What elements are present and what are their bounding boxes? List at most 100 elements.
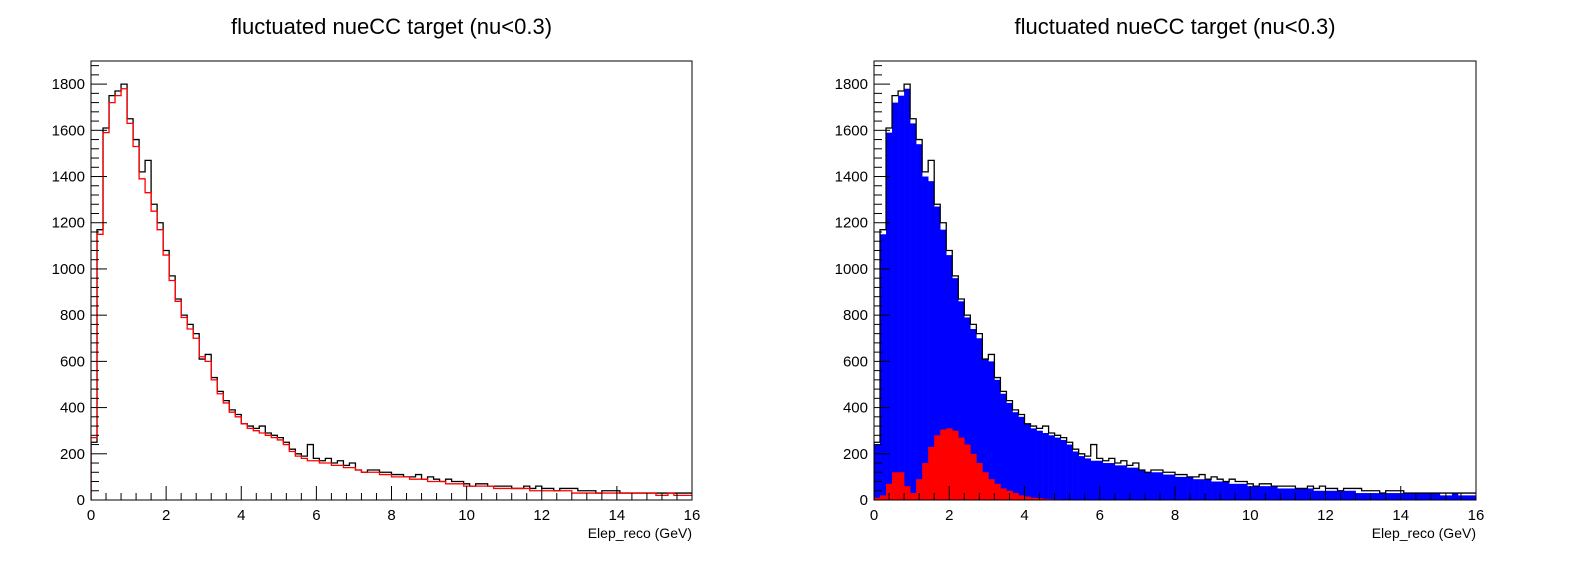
y-tick-label: 1400 [835,169,868,186]
y-tick-label: 200 [843,446,868,463]
histogram-bar [1048,435,1055,500]
y-tick-label: 1800 [52,76,85,93]
histogram-bar [1012,412,1019,500]
histogram-bar [1120,465,1128,500]
step-series-0 [91,83,692,500]
histogram-bar [1084,458,1092,500]
histogram-bar [1217,481,1224,500]
x-tick-label: 4 [1020,507,1028,524]
histogram-bar [916,479,923,500]
histogram-bar [1060,439,1067,500]
histogram-bar [1000,393,1007,500]
histogram-bar [928,446,935,500]
x-tick-label: 2 [945,507,953,524]
histogram-bar [1102,463,1110,500]
histogram-bar [1451,493,1459,500]
histogram-bar [1012,493,1019,500]
step-series-1 [91,88,692,500]
y-axis: 0 200 400 600 800 1000 1200 1400 1600 1800 [52,65,107,509]
y-tick-label: 1200 [52,215,85,232]
histogram-bar [1469,495,1476,500]
histogram-bar [922,463,929,500]
histogram-bar [934,435,941,500]
y-tick-label: 0 [77,492,85,509]
x-tick-label: 14 [609,507,626,524]
x-axis: 0 2 4 6 8 10 12 14 16 [87,486,701,524]
histogram-bar [946,428,953,500]
y-tick-label: 1600 [835,122,868,139]
histogram-bar [880,495,887,500]
plot-area [91,83,692,500]
y-tick-label: 800 [843,307,868,324]
histogram-bar [892,472,899,500]
histogram-bar [994,483,1001,500]
chart-title: fluctuated nueCC target (nu<0.3) [231,14,552,39]
left-chart-panel: fluctuated nueCC target (nu<0.3) 0 2 4 6 8 10 1… [0,0,784,572]
histogram-bar [1090,460,1098,500]
y-tick-label: 600 [843,353,868,370]
x-tick-label: 6 [312,507,320,524]
x-tick-label: 0 [870,507,878,524]
histogram-bar [880,234,887,500]
y-tick-label: 1600 [52,122,85,139]
x-tick-label: 6 [1096,507,1104,524]
histogram-bar [1126,467,1134,500]
plot-area [874,83,1476,500]
x-tick-label: 16 [684,507,701,524]
right-chart-panel: fluctuated nueCC target (nu<0.3) 0 2 4 6 8 10 1… [784,0,1568,572]
histogram-bar [1036,430,1043,500]
histogram-bar [1289,488,1296,500]
x-tick-label: 10 [1242,507,1259,524]
histogram-bar [1072,451,1079,500]
histogram-bar [1259,486,1266,500]
x-axis-label: Elep_reco (GeV) [1372,525,1476,541]
histogram-bar [958,301,965,500]
histogram-bar [1162,474,1170,500]
y-tick-label: 0 [860,492,868,509]
histogram-bar [976,463,983,500]
histogram-bar [892,102,899,500]
histogram-bar [1355,493,1362,500]
histogram-bar [1283,488,1290,500]
histogram-bar [1078,456,1085,500]
histogram-bar [1433,493,1441,500]
filled-series-0 [874,88,1476,500]
histogram-bar [952,278,959,500]
histogram-bar [1391,493,1399,500]
histogram-bar [1373,493,1380,500]
histogram-bar [1006,402,1013,500]
histogram-bar [1175,476,1182,500]
histogram-bar [976,338,983,500]
histogram-bar [886,132,893,500]
histogram-bar [1385,493,1393,500]
histogram-bar [1229,483,1236,500]
y-tick-label: 400 [843,400,868,417]
x-tick-label: 12 [1317,507,1334,524]
histogram-bar [988,479,995,500]
histogram-bar [1132,467,1140,500]
histogram-bar [1150,472,1158,500]
histogram-bar [946,255,953,500]
histogram-bar [970,453,977,500]
histogram-bar [1463,495,1471,500]
y-tick-label: 600 [60,353,85,370]
x-tick-label: 0 [87,507,95,524]
histogram-bar [1024,496,1031,500]
histogram-bar [1415,493,1423,500]
x-tick-label: 8 [387,507,395,524]
histogram-bar [1445,495,1453,500]
histogram-bar [1193,479,1200,500]
histogram-bar [916,144,923,500]
histogram-bar [1000,488,1007,500]
histogram-bar [1331,490,1338,500]
histogram-bar [1361,493,1368,500]
histogram-bar [1301,488,1308,500]
histogram-bar [928,181,935,500]
histogram-bar [1409,493,1417,500]
histogram-bar [1439,495,1447,500]
histogram-bar [1108,463,1116,500]
histogram-bar [1265,486,1272,500]
histogram-bar [904,88,911,500]
histogram-bar [940,229,947,500]
histogram-bar [1138,469,1146,500]
